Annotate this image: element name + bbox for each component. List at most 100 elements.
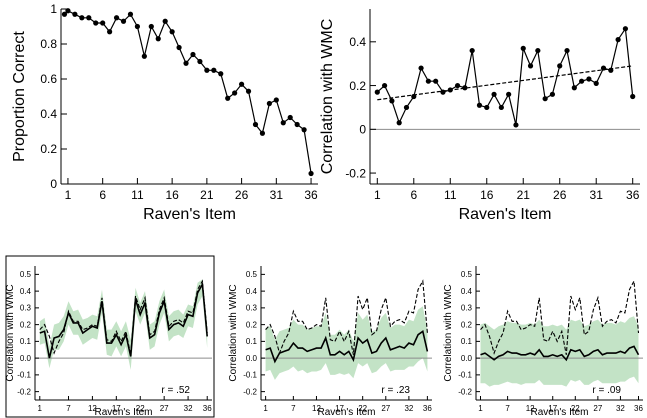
- data-point: [176, 44, 182, 51]
- data-point: [155, 36, 161, 42]
- data-point: [630, 93, 636, 100]
- data-point: [498, 104, 504, 111]
- data-point: [535, 47, 541, 54]
- y-axis-label: Correlation with WMC: [319, 19, 336, 175]
- x-tick-label: 26: [235, 188, 249, 202]
- data-point: [266, 100, 272, 107]
- x-tick-label: 32: [184, 404, 193, 413]
- data-point: [211, 67, 217, 73]
- data-point: [615, 37, 621, 43]
- x-axis-label: Raven's Item: [530, 407, 588, 418]
- x-tick-label: 1: [263, 404, 268, 413]
- data-point: [280, 120, 286, 126]
- x-tick-label: 36: [634, 404, 643, 413]
- y-tick-label: 0.4: [349, 35, 366, 49]
- y-tick-label: 0.2: [349, 79, 366, 93]
- series-line-1: [480, 345, 640, 362]
- data-point: [113, 15, 120, 21]
- x-tick-label: 17: [112, 404, 121, 413]
- data-point: [72, 11, 78, 17]
- data-point: [476, 102, 483, 108]
- data-point: [204, 67, 210, 73]
- chart-panel-4: 1 7 12 17 22 27 32 36-0.2-0.10.00.10.20.30.40.5…: [228, 266, 432, 418]
- series-line-2: [265, 279, 428, 355]
- x-tick-label: 12: [526, 404, 535, 413]
- series-line-1: [265, 329, 429, 364]
- panel-frame: [5, 255, 215, 418]
- x-tick-label: 32: [404, 404, 413, 413]
- x-tick-label: 31: [270, 188, 284, 202]
- data-point: [183, 60, 189, 66]
- x-tick-label: 11: [444, 188, 457, 202]
- y-tick-label: 0.5: [20, 270, 32, 279]
- y-tick-label: 0.0: [461, 354, 473, 363]
- data-point: [245, 88, 252, 94]
- x-tick-label: 22: [358, 404, 367, 413]
- x-tick-label: 27: [593, 404, 602, 413]
- data-point: [484, 104, 490, 111]
- data-point: [197, 58, 203, 65]
- data-point: [374, 89, 380, 95]
- data-point: [549, 91, 556, 97]
- y-tick-label: 0.3: [461, 304, 473, 313]
- data-point: [403, 104, 410, 111]
- x-tick-label: 6: [410, 188, 417, 202]
- confidence-band: [39, 279, 208, 370]
- y-tick-label: 0.4: [40, 107, 57, 121]
- x-tick-label: 26: [553, 188, 567, 202]
- series-line-1: [64, 10, 312, 174]
- y-tick-label: 0.8: [40, 37, 57, 51]
- data-point: [79, 15, 85, 21]
- data-point: [232, 90, 238, 96]
- data-point: [579, 78, 585, 84]
- y-tick-label: 0.1: [461, 337, 473, 346]
- y-tick-label: -0.2: [458, 387, 472, 396]
- y-tick-label: 0.4: [246, 287, 258, 296]
- data-point: [454, 82, 461, 89]
- data-point: [273, 97, 279, 103]
- x-tick-label: 11: [131, 188, 144, 202]
- x-tick-label: 16: [165, 188, 179, 202]
- y-tick-label: 0.4: [20, 287, 32, 296]
- data-point: [61, 11, 68, 17]
- data-point: [86, 15, 92, 21]
- data-point: [107, 29, 113, 35]
- correlation-annotation: r = .52: [161, 385, 190, 396]
- x-tick-label: 12: [88, 404, 97, 413]
- data-point: [564, 47, 570, 54]
- confidence-band: [265, 306, 428, 380]
- data-point: [520, 45, 526, 51]
- x-axis-label: Raven's Item: [94, 407, 152, 418]
- x-tick-label: 36: [304, 188, 318, 202]
- data-point: [127, 11, 134, 17]
- y-tick-label: 0.2: [246, 320, 258, 329]
- data-point: [462, 85, 468, 91]
- y-tick-label: -0.1: [458, 371, 472, 380]
- x-tick-label: 1: [38, 404, 43, 413]
- y-tick-label: 0.0: [246, 354, 258, 363]
- y-tick-label: 1: [50, 2, 57, 16]
- data-point: [469, 47, 475, 54]
- data-point: [252, 121, 259, 128]
- x-tick-label: 17: [335, 404, 344, 413]
- data-point: [120, 18, 127, 24]
- y-tick-label: 0.1: [20, 337, 32, 346]
- data-point: [622, 26, 629, 32]
- data-point: [301, 127, 307, 133]
- y-tick-label: 0.2: [40, 142, 57, 156]
- x-tick-label: 31: [590, 188, 604, 202]
- x-tick-label: 7: [66, 404, 71, 413]
- x-tick-label: 32: [616, 404, 625, 413]
- x-tick-label: 6: [99, 188, 106, 202]
- data-point: [491, 91, 497, 97]
- x-tick-label: 36: [626, 188, 640, 202]
- x-axis-label: Raven's Item: [143, 206, 236, 223]
- data-point: [513, 122, 519, 128]
- y-tick-label: 0.3: [20, 304, 32, 313]
- data-point: [542, 96, 548, 102]
- y-tick-label: 0.2: [461, 320, 473, 329]
- x-tick-label: 36: [203, 404, 212, 413]
